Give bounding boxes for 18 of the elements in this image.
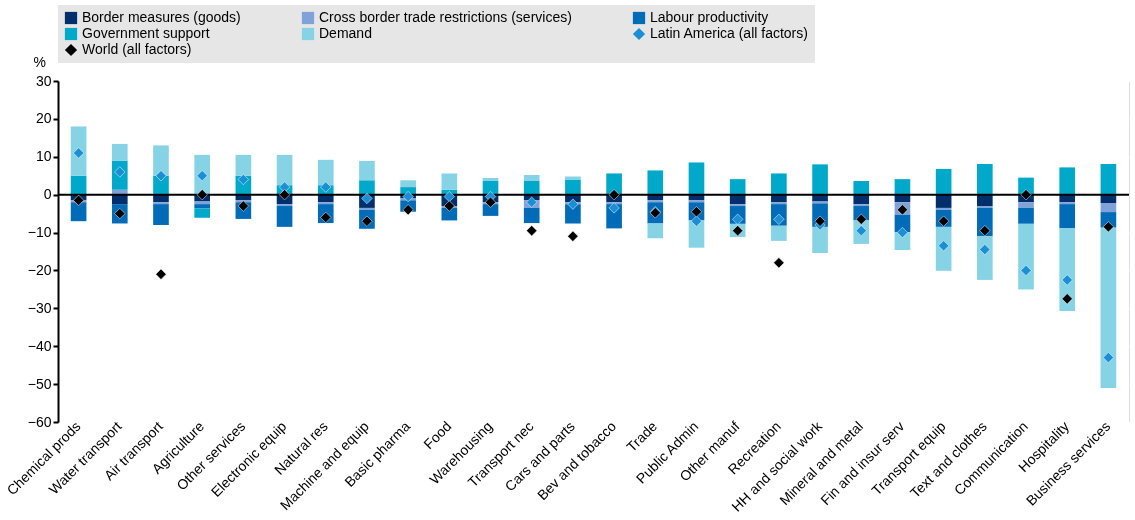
y-tick-label: −30 [27, 299, 52, 316]
y-tick-label: 20 [35, 110, 52, 127]
y-tick-label: −10 [27, 224, 52, 241]
y-tick-label: −50 [27, 375, 52, 392]
y-tick-label: 10 [35, 148, 52, 165]
y-tick-label: 30 [35, 72, 52, 89]
y-axis-title: % [33, 53, 46, 70]
legend-label: World (all factors) [82, 41, 192, 57]
y-tick-label: −40 [27, 337, 52, 354]
legend-label: Demand [319, 25, 372, 41]
y-tick-label: −60 [27, 413, 52, 430]
legend-label: Government support [82, 25, 210, 41]
legend-label: Latin America (all factors) [650, 25, 808, 41]
legend-label: Labour productivity [650, 9, 769, 25]
y-tick-label: −20 [27, 261, 52, 278]
y-tick-label: 0 [43, 186, 52, 203]
legend-label: Cross border trade restrictions (services) [319, 9, 572, 25]
legend-label: Border measures (goods) [82, 9, 241, 25]
